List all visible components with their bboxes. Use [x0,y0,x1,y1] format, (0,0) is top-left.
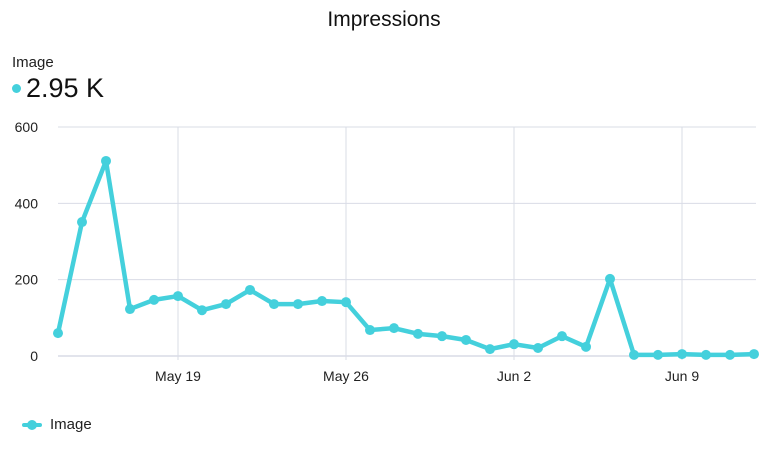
x-tick-label: May 19 [155,368,201,384]
legend[interactable]: Image [22,416,92,433]
data-point[interactable] [317,296,327,307]
data-point[interactable] [365,325,375,336]
y-tick-label: 0 [30,348,38,364]
data-point[interactable] [725,349,735,360]
data-point[interactable] [629,349,639,360]
data-point[interactable] [149,294,159,305]
y-tick-label: 600 [15,119,39,135]
data-point[interactable] [341,297,351,308]
data-point[interactable] [461,334,471,345]
summary-total: 2.95 K [12,73,104,104]
series-dot-icon [12,84,21,93]
line-chart: 0 200 400 600 May 19 May 26 Jun 2 Jun 9 [15,119,759,384]
data-point[interactable] [701,349,711,360]
data-point[interactable] [101,155,111,166]
data-point[interactable] [749,349,759,360]
data-point[interactable] [125,304,135,315]
data-point[interactable] [581,341,591,352]
data-point[interactable] [677,349,687,360]
data-point[interactable] [77,217,87,228]
data-point[interactable] [485,344,495,355]
data-point[interactable] [605,273,615,284]
data-point[interactable] [509,339,519,350]
x-tick-label: May 26 [323,368,369,384]
data-point[interactable] [653,349,663,360]
x-tick-label: Jun 2 [497,368,531,384]
data-point[interactable] [245,284,255,295]
data-point[interactable] [389,323,399,334]
x-tick-label: Jun 9 [665,368,699,384]
summary-series-label: Image [12,54,54,71]
data-point[interactable] [293,299,303,310]
data-point[interactable] [413,328,423,339]
y-tick-label: 200 [15,272,39,288]
data-point[interactable] [53,328,63,339]
chart-title: Impressions [327,8,441,31]
series-line [55,158,757,358]
data-point[interactable] [437,331,447,342]
legend-line-marker-icon [22,419,42,431]
data-point[interactable] [173,291,183,302]
data-point[interactable] [197,305,207,316]
data-point[interactable] [557,331,567,342]
data-point[interactable] [221,299,231,310]
data-point[interactable] [533,342,543,353]
y-tick-label: 400 [15,195,39,211]
summary-total-value: 2.95 K [26,73,105,103]
legend-label: Image [50,416,92,433]
data-point[interactable] [269,299,279,310]
